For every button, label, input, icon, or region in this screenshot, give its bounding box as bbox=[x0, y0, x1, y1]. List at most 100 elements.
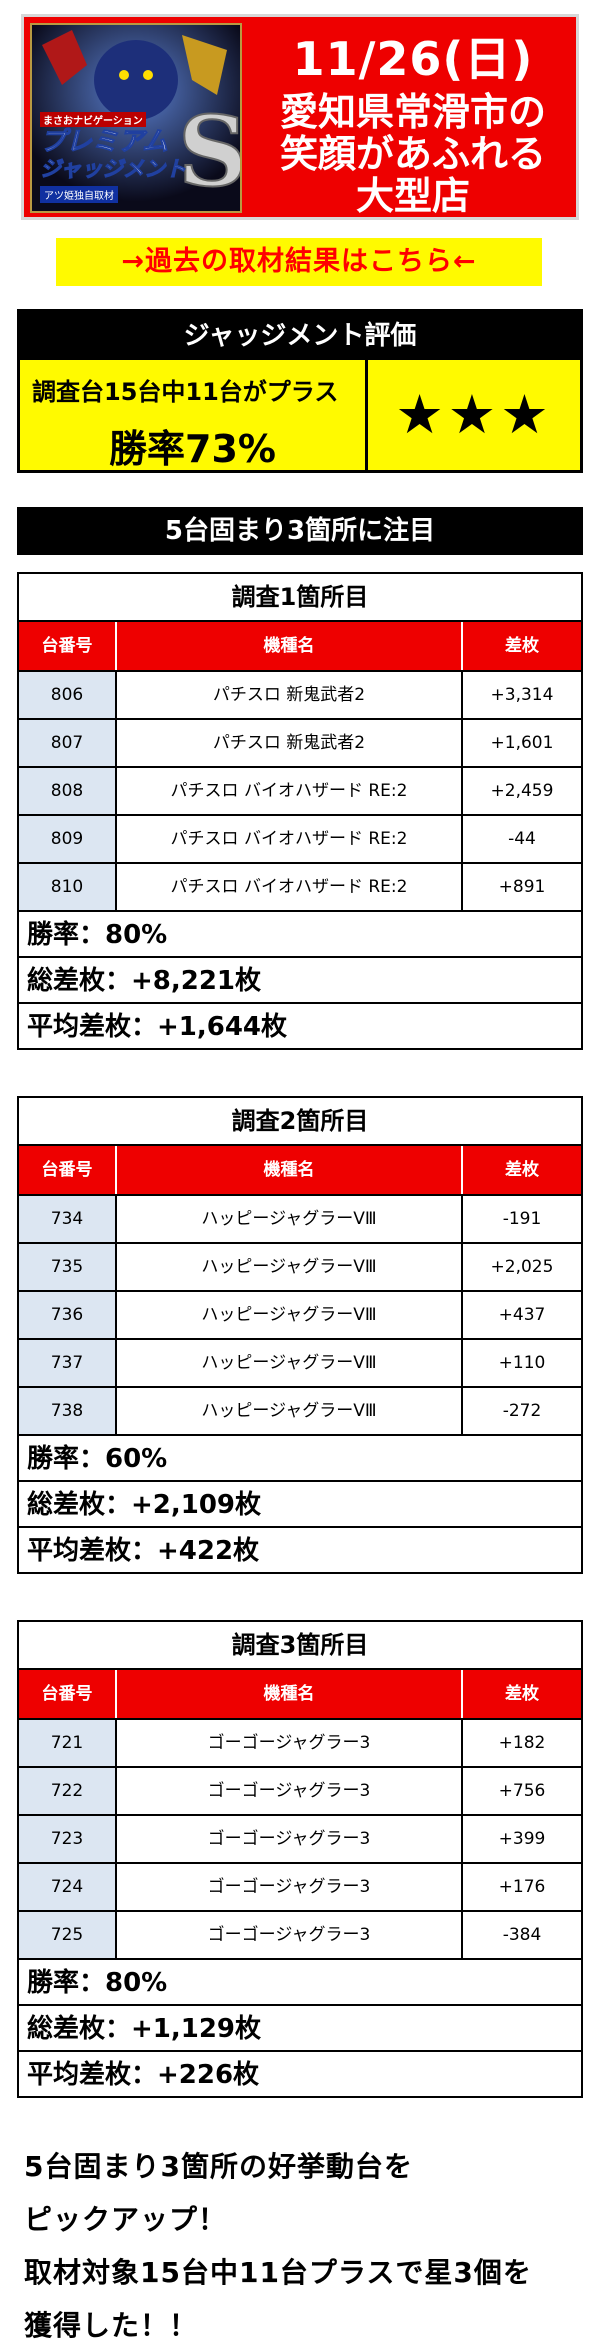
machine-diff: +399 bbox=[498, 1829, 546, 1849]
machine-no: 736 bbox=[19, 1292, 117, 1338]
machine-diff: +891 bbox=[498, 877, 546, 897]
evaluation-stars: ★★★ bbox=[368, 360, 580, 470]
machine-diff: +2,459 bbox=[490, 781, 554, 801]
survey-title: 調査3箇所目 bbox=[19, 1622, 581, 1670]
logo-line-1: まさおナビゲーション bbox=[40, 112, 146, 127]
summary-line-3: 取材対象15台中11台プラスで星3個を bbox=[24, 2256, 532, 2289]
header-machine-no: 台番号 bbox=[19, 1146, 117, 1194]
machine-no: 724 bbox=[19, 1864, 117, 1910]
machine-diff: +110 bbox=[498, 1353, 546, 1373]
summary-text: 5台固まり3箇所の好挙動台を ピックアップ！ 取材対象15台中11台プラスで星3… bbox=[24, 2140, 584, 2352]
machine-no: 808 bbox=[19, 768, 117, 814]
survey-win-rate: 勝率：80% bbox=[19, 1958, 581, 2004]
survey-average-diff: 平均差枚：+422枚 bbox=[19, 1526, 581, 1572]
evaluation-win-rate: 勝率73% bbox=[109, 427, 276, 471]
past-results-link[interactable]: →過去の取材結果はこちら← bbox=[56, 238, 542, 286]
machine-name: パチスロ バイオハザード RE:2 bbox=[117, 768, 463, 814]
machine-name: ハッピージャグラーVⅢ bbox=[117, 1196, 463, 1242]
evaluation-summary: 調査台15台中11台がプラス bbox=[32, 378, 339, 406]
machine-name: ゴーゴージャグラー3 bbox=[117, 1816, 463, 1862]
table-row: 738 ハッピージャグラーVⅢ -272 bbox=[19, 1386, 581, 1434]
machine-name: パチスロ 新鬼武者2 bbox=[117, 672, 463, 718]
logo-line-2: プレミアム bbox=[40, 127, 169, 157]
table-row: 736 ハッピージャグラーVⅢ +437 bbox=[19, 1290, 581, 1338]
machine-diff: -384 bbox=[502, 1925, 542, 1945]
survey-title: 調査2箇所目 bbox=[19, 1098, 581, 1146]
summary-line-4: 獲得した！！ bbox=[24, 2309, 199, 2342]
logo-line-3: ジャッジメント bbox=[40, 157, 187, 182]
machine-no: 722 bbox=[19, 1768, 117, 1814]
header-machine-name: 機種名 bbox=[117, 1146, 463, 1194]
table-row: 737 ハッピージャグラーVⅢ +110 bbox=[19, 1338, 581, 1386]
table-row: 722 ゴーゴージャグラー3 +756 bbox=[19, 1766, 581, 1814]
machine-name: ハッピージャグラーVⅢ bbox=[117, 1244, 463, 1290]
machine-diff: -191 bbox=[502, 1209, 542, 1229]
machine-name: ゴーゴージャグラー3 bbox=[117, 1864, 463, 1910]
logo-text: まさおナビゲーション プレミアム ジャッジメント アツ姫独自取材 bbox=[40, 109, 190, 203]
survey-title: 調査1箇所目 bbox=[19, 574, 581, 622]
table-row: 724 ゴーゴージャグラー3 +176 bbox=[19, 1862, 581, 1910]
machine-no: 735 bbox=[19, 1244, 117, 1290]
header-machine-name: 機種名 bbox=[117, 622, 463, 670]
survey-total-diff: 総差枚：+8,221枚 bbox=[19, 956, 581, 1002]
machine-name: ハッピージャグラーVⅢ bbox=[117, 1340, 463, 1386]
logo-line-4: アツ姫独自取材 bbox=[40, 186, 118, 203]
store-description: 愛知県常滑市の 笑顔があふれる 大型店 bbox=[250, 91, 576, 217]
header-machine-name: 機種名 bbox=[117, 1670, 463, 1718]
machine-name: パチスロ バイオハザード RE:2 bbox=[117, 864, 463, 910]
table-row: 725 ゴーゴージャグラー3 -384 bbox=[19, 1910, 581, 1958]
machine-diff: +2,025 bbox=[490, 1257, 554, 1277]
table-header: 台番号 機種名 差枚 bbox=[19, 622, 581, 670]
table-header: 台番号 機種名 差枚 bbox=[19, 1670, 581, 1718]
machine-name: ハッピージャグラーVⅢ bbox=[117, 1292, 463, 1338]
table-row: 723 ゴーゴージャグラー3 +399 bbox=[19, 1814, 581, 1862]
survey-total-diff: 総差枚：+2,109枚 bbox=[19, 1480, 581, 1526]
survey-win-rate: 勝率：80% bbox=[19, 910, 581, 956]
machine-diff: +182 bbox=[498, 1733, 546, 1753]
machine-no: 734 bbox=[19, 1196, 117, 1242]
machine-no: 723 bbox=[19, 1816, 117, 1862]
machine-no: 737 bbox=[19, 1340, 117, 1386]
table-row: 734 ハッピージャグラーVⅢ -191 bbox=[19, 1194, 581, 1242]
logo-art: S bbox=[32, 25, 240, 211]
table-header: 台番号 機種名 差枚 bbox=[19, 1146, 581, 1194]
summary-line-2: ピックアップ！ bbox=[24, 2203, 228, 2236]
survey-block-3: 調査3箇所目 台番号 機種名 差枚 721 ゴーゴージャグラー3 +182 72… bbox=[17, 1620, 583, 2098]
summary-line-1: 5台固まり3箇所の好挙動台を bbox=[24, 2150, 413, 2183]
store-line-1: 愛知県常滑市の bbox=[279, 90, 546, 134]
table-row: 809 パチスロ バイオハザード RE:2 -44 bbox=[19, 814, 581, 862]
survey-average-diff: 平均差枚：+1,644枚 bbox=[19, 1002, 581, 1048]
machine-no: 810 bbox=[19, 864, 117, 910]
machine-no: 738 bbox=[19, 1388, 117, 1434]
machine-no: 806 bbox=[19, 672, 117, 718]
table-row: 810 パチスロ バイオハザード RE:2 +891 bbox=[19, 862, 581, 910]
machine-no: 807 bbox=[19, 720, 117, 766]
machine-name: パチスロ バイオハザード RE:2 bbox=[117, 816, 463, 862]
machine-diff: +3,314 bbox=[490, 685, 554, 705]
table-row: 807 パチスロ 新鬼武者2 +1,601 bbox=[19, 718, 581, 766]
machine-diff: +176 bbox=[498, 1877, 546, 1897]
machine-no: 725 bbox=[19, 1912, 117, 1958]
machine-diff: +437 bbox=[498, 1305, 546, 1325]
header-diff: 差枚 bbox=[505, 1160, 539, 1180]
header-diff: 差枚 bbox=[505, 636, 539, 656]
header-machine-no: 台番号 bbox=[19, 1670, 117, 1718]
survey-block-2: 調査2箇所目 台番号 機種名 差枚 734 ハッピージャグラーVⅢ -191 7… bbox=[17, 1096, 583, 1574]
store-line-2: 笑顔があふれる bbox=[279, 132, 546, 176]
machine-diff: +756 bbox=[498, 1781, 546, 1801]
judgment-evaluation: ジャッジメント評価 調査台15台中11台がプラス 勝率73% ★★★ bbox=[17, 309, 583, 473]
premium-judgment-logo: S まさおナビゲーション プレミアム ジャッジメント アツ姫独自取材 bbox=[30, 23, 242, 213]
machine-name: パチスロ 新鬼武者2 bbox=[117, 720, 463, 766]
table-row: 735 ハッピージャグラーVⅢ +2,025 bbox=[19, 1242, 581, 1290]
store-line-3: 大型店 bbox=[355, 174, 470, 218]
survey-win-rate: 勝率：60% bbox=[19, 1434, 581, 1480]
machine-diff: +1,601 bbox=[490, 733, 554, 753]
logo-letter-s: S bbox=[178, 95, 240, 208]
survey-total-diff: 総差枚：+1,129枚 bbox=[19, 2004, 581, 2050]
header-machine-no: 台番号 bbox=[19, 622, 117, 670]
machine-name: ゴーゴージャグラー3 bbox=[117, 1768, 463, 1814]
machine-diff: -44 bbox=[508, 829, 536, 849]
machine-no: 809 bbox=[19, 816, 117, 862]
evaluation-title: ジャッジメント評価 bbox=[20, 312, 580, 360]
focus-banner: 5台固まり3箇所に注目 bbox=[17, 507, 583, 555]
